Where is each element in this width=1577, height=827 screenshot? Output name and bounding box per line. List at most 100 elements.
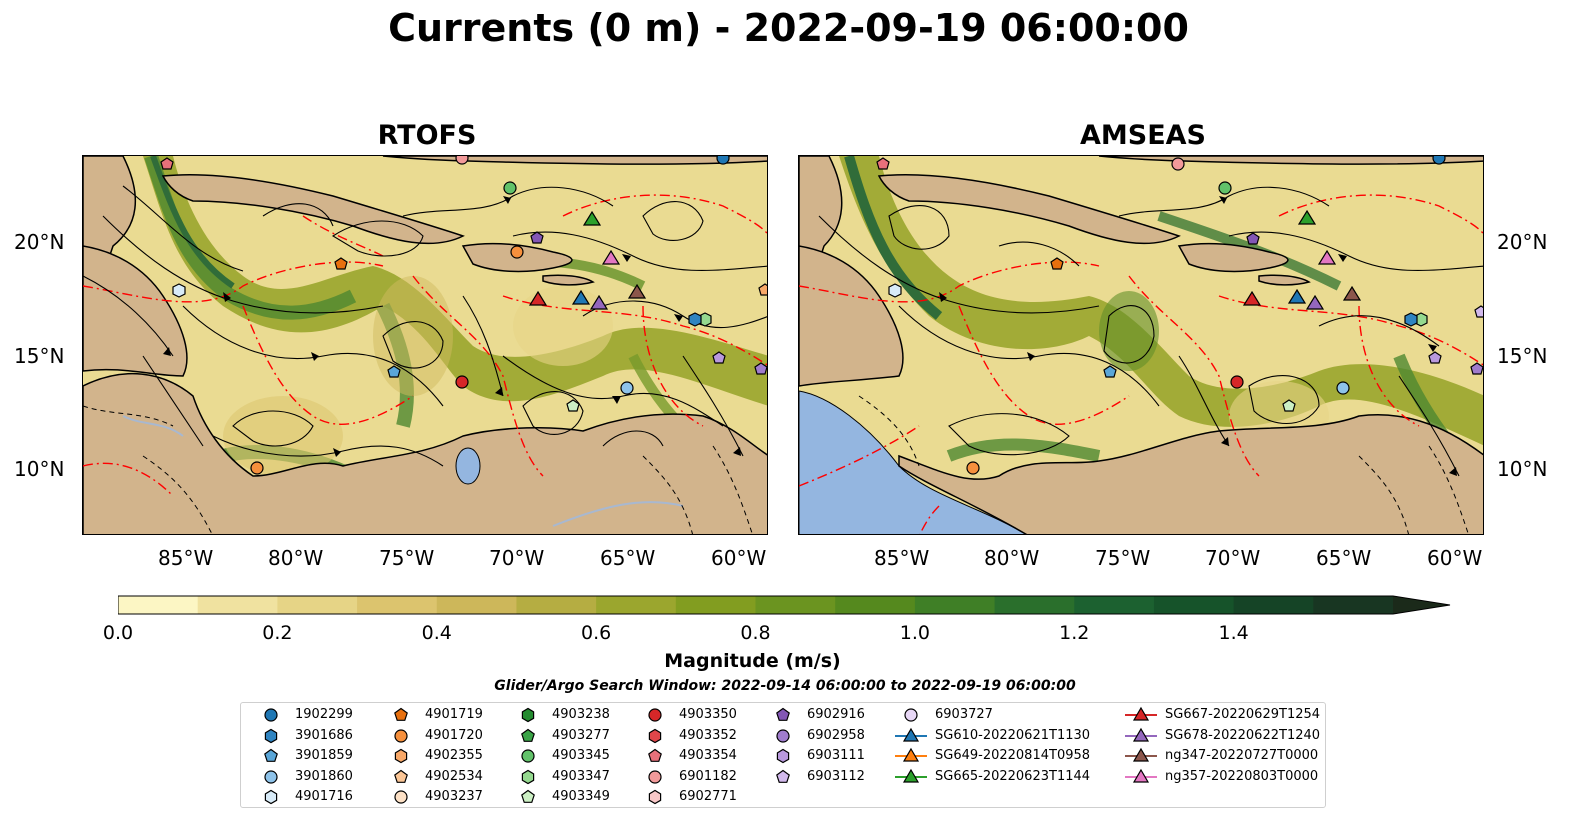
hexagon-marker-icon <box>648 789 662 805</box>
legend-label: 4903345 <box>552 748 610 763</box>
legend-label: 1902299 <box>295 707 353 722</box>
colorbar-bin <box>835 596 916 614</box>
legend-label: 4901720 <box>425 727 483 743</box>
circle-marker-icon <box>648 769 662 784</box>
triangle-marker-icon <box>1125 768 1157 783</box>
pentagon-marker-icon <box>394 707 408 721</box>
colorbar-bin <box>516 596 597 614</box>
legend-label: 4903238 <box>552 707 610 722</box>
legend-label: 4903349 <box>552 789 610 804</box>
colorbar-tick-label: 0.4 <box>421 622 452 644</box>
longitude-tick-label: 80°W <box>268 546 324 570</box>
circle-marker-icon <box>264 708 278 722</box>
colorbar-bin <box>596 596 677 614</box>
legend: 1902299 3901686 3901859 3901860 4901716 49017… <box>240 702 1326 808</box>
circle-marker-icon <box>264 769 278 784</box>
pentagon-marker-icon <box>776 769 790 783</box>
hexagon-marker-icon <box>776 748 790 764</box>
colorbar-bin <box>755 596 836 614</box>
land-masses <box>799 156 1483 534</box>
pentagon-marker-icon <box>521 789 535 803</box>
hexagon-marker-icon <box>521 769 535 784</box>
colorbar-tick-label: 0.8 <box>740 622 771 644</box>
legend-label: 4903350 <box>679 707 737 722</box>
triangle-marker-icon <box>1125 727 1157 742</box>
legend-label: 4902355 <box>425 748 483 763</box>
pentagon-marker-icon <box>648 748 662 762</box>
colorbar-bin <box>1074 596 1155 614</box>
colorbar-outline <box>118 595 1451 615</box>
longitude-tick-label: 75°W <box>1095 546 1151 570</box>
hexagon-marker-icon <box>648 728 662 743</box>
legend-label: 6901182 <box>679 768 737 784</box>
legend-label: SG649-20220814T0958 <box>935 748 1091 763</box>
colorbar-bin <box>914 596 996 614</box>
stream-arrows <box>939 196 1457 476</box>
land-masses <box>83 156 767 534</box>
pentagon-marker-icon <box>264 748 278 762</box>
longitude-tick-label: 85°W <box>158 546 214 570</box>
legend-label: 3901686 <box>295 727 353 743</box>
legend-label: SG667-20220629T1254 <box>1165 707 1321 722</box>
legend-label: 3901860 <box>295 768 353 784</box>
colorbar-bin <box>675 596 757 614</box>
longitude-tick-label: 65°W <box>600 546 656 570</box>
latitude-tick-label-right: 20°N <box>1497 230 1548 254</box>
latitude-tick-label-right: 10°N <box>1497 457 1548 481</box>
country-borders <box>83 405 753 534</box>
longitude-tick-label: 75°W <box>379 546 435 570</box>
lakes <box>455 447 481 485</box>
pentagon-marker-icon <box>521 728 535 742</box>
circle-marker-icon <box>394 790 408 804</box>
triangle-marker-icon <box>895 727 927 742</box>
latitude-tick-label-right: 15°N <box>1497 344 1548 368</box>
hexagon-marker-icon <box>264 789 278 805</box>
legend-label: 4903237 <box>425 789 483 804</box>
colorbar-tick-label: 1.2 <box>1059 622 1090 644</box>
legend-label: 4903277 <box>552 727 610 743</box>
legend-label: ng357-20220803T0000 <box>1165 768 1319 784</box>
longitude-tick-label: 85°W <box>874 546 930 570</box>
legend-label: SG610-20220621T1130 <box>935 727 1091 743</box>
longitude-tick-label: 70°W <box>1205 546 1261 570</box>
colorbar-tick-label: 0.2 <box>262 622 293 644</box>
panel-title-amseas: AMSEAS <box>1080 120 1206 151</box>
colorbar-extend-arrow <box>1393 596 1450 614</box>
legend-label: SG678-20220622T1240 <box>1165 727 1321 743</box>
circle-marker-icon <box>648 708 662 722</box>
legend-label: 4901716 <box>295 789 353 804</box>
legend-label: ng347-20220727T0000 <box>1165 748 1319 763</box>
legend-label: 4903354 <box>679 748 737 763</box>
latitude-tick-label-left: 10°N <box>14 457 65 481</box>
colorbar-bin <box>357 596 438 614</box>
search-window-caption: Glider/Argo Search Window: 2022-09-14 06… <box>494 678 1076 694</box>
map-panel-rtofs[interactable] <box>82 155 768 535</box>
triangle-marker-icon <box>895 768 927 783</box>
colorbar-bin <box>994 596 1075 614</box>
legend-label: 4903347 <box>552 768 610 784</box>
colorbar-bin <box>1313 596 1394 614</box>
colorbar-tick-label: 0.0 <box>102 622 134 644</box>
longitude-tick-label: 60°W <box>1427 546 1483 570</box>
map-panel-amseas[interactable] <box>798 155 1484 535</box>
colorbar-tick-label: 1.4 <box>1218 622 1249 644</box>
colorbar-bin <box>277 596 358 614</box>
colorbar-bin <box>1233 596 1314 614</box>
colorbar-tick-label: 0.6 <box>581 622 612 644</box>
longitude-tick-label: 70°W <box>489 546 545 570</box>
circle-marker-icon <box>394 728 408 743</box>
hexagon-marker-icon <box>394 748 408 764</box>
legend-label: 6903111 <box>807 748 865 763</box>
colorbar-tick-label: 1.0 <box>899 622 930 644</box>
legend-label: 6902771 <box>679 789 737 804</box>
circle-marker-icon <box>904 708 918 722</box>
stream-arrows <box>163 196 741 457</box>
legend-label: 4902534 <box>425 768 483 784</box>
float-markers <box>876 156 1483 475</box>
colorbar-label: Magnitude (m/s) <box>664 650 841 672</box>
colorbar-bin <box>197 596 278 614</box>
hexagon-marker-icon <box>521 707 535 723</box>
float-markers <box>160 156 767 475</box>
pentagon-marker-icon <box>776 707 790 721</box>
legend-label: 3901859 <box>295 748 353 763</box>
